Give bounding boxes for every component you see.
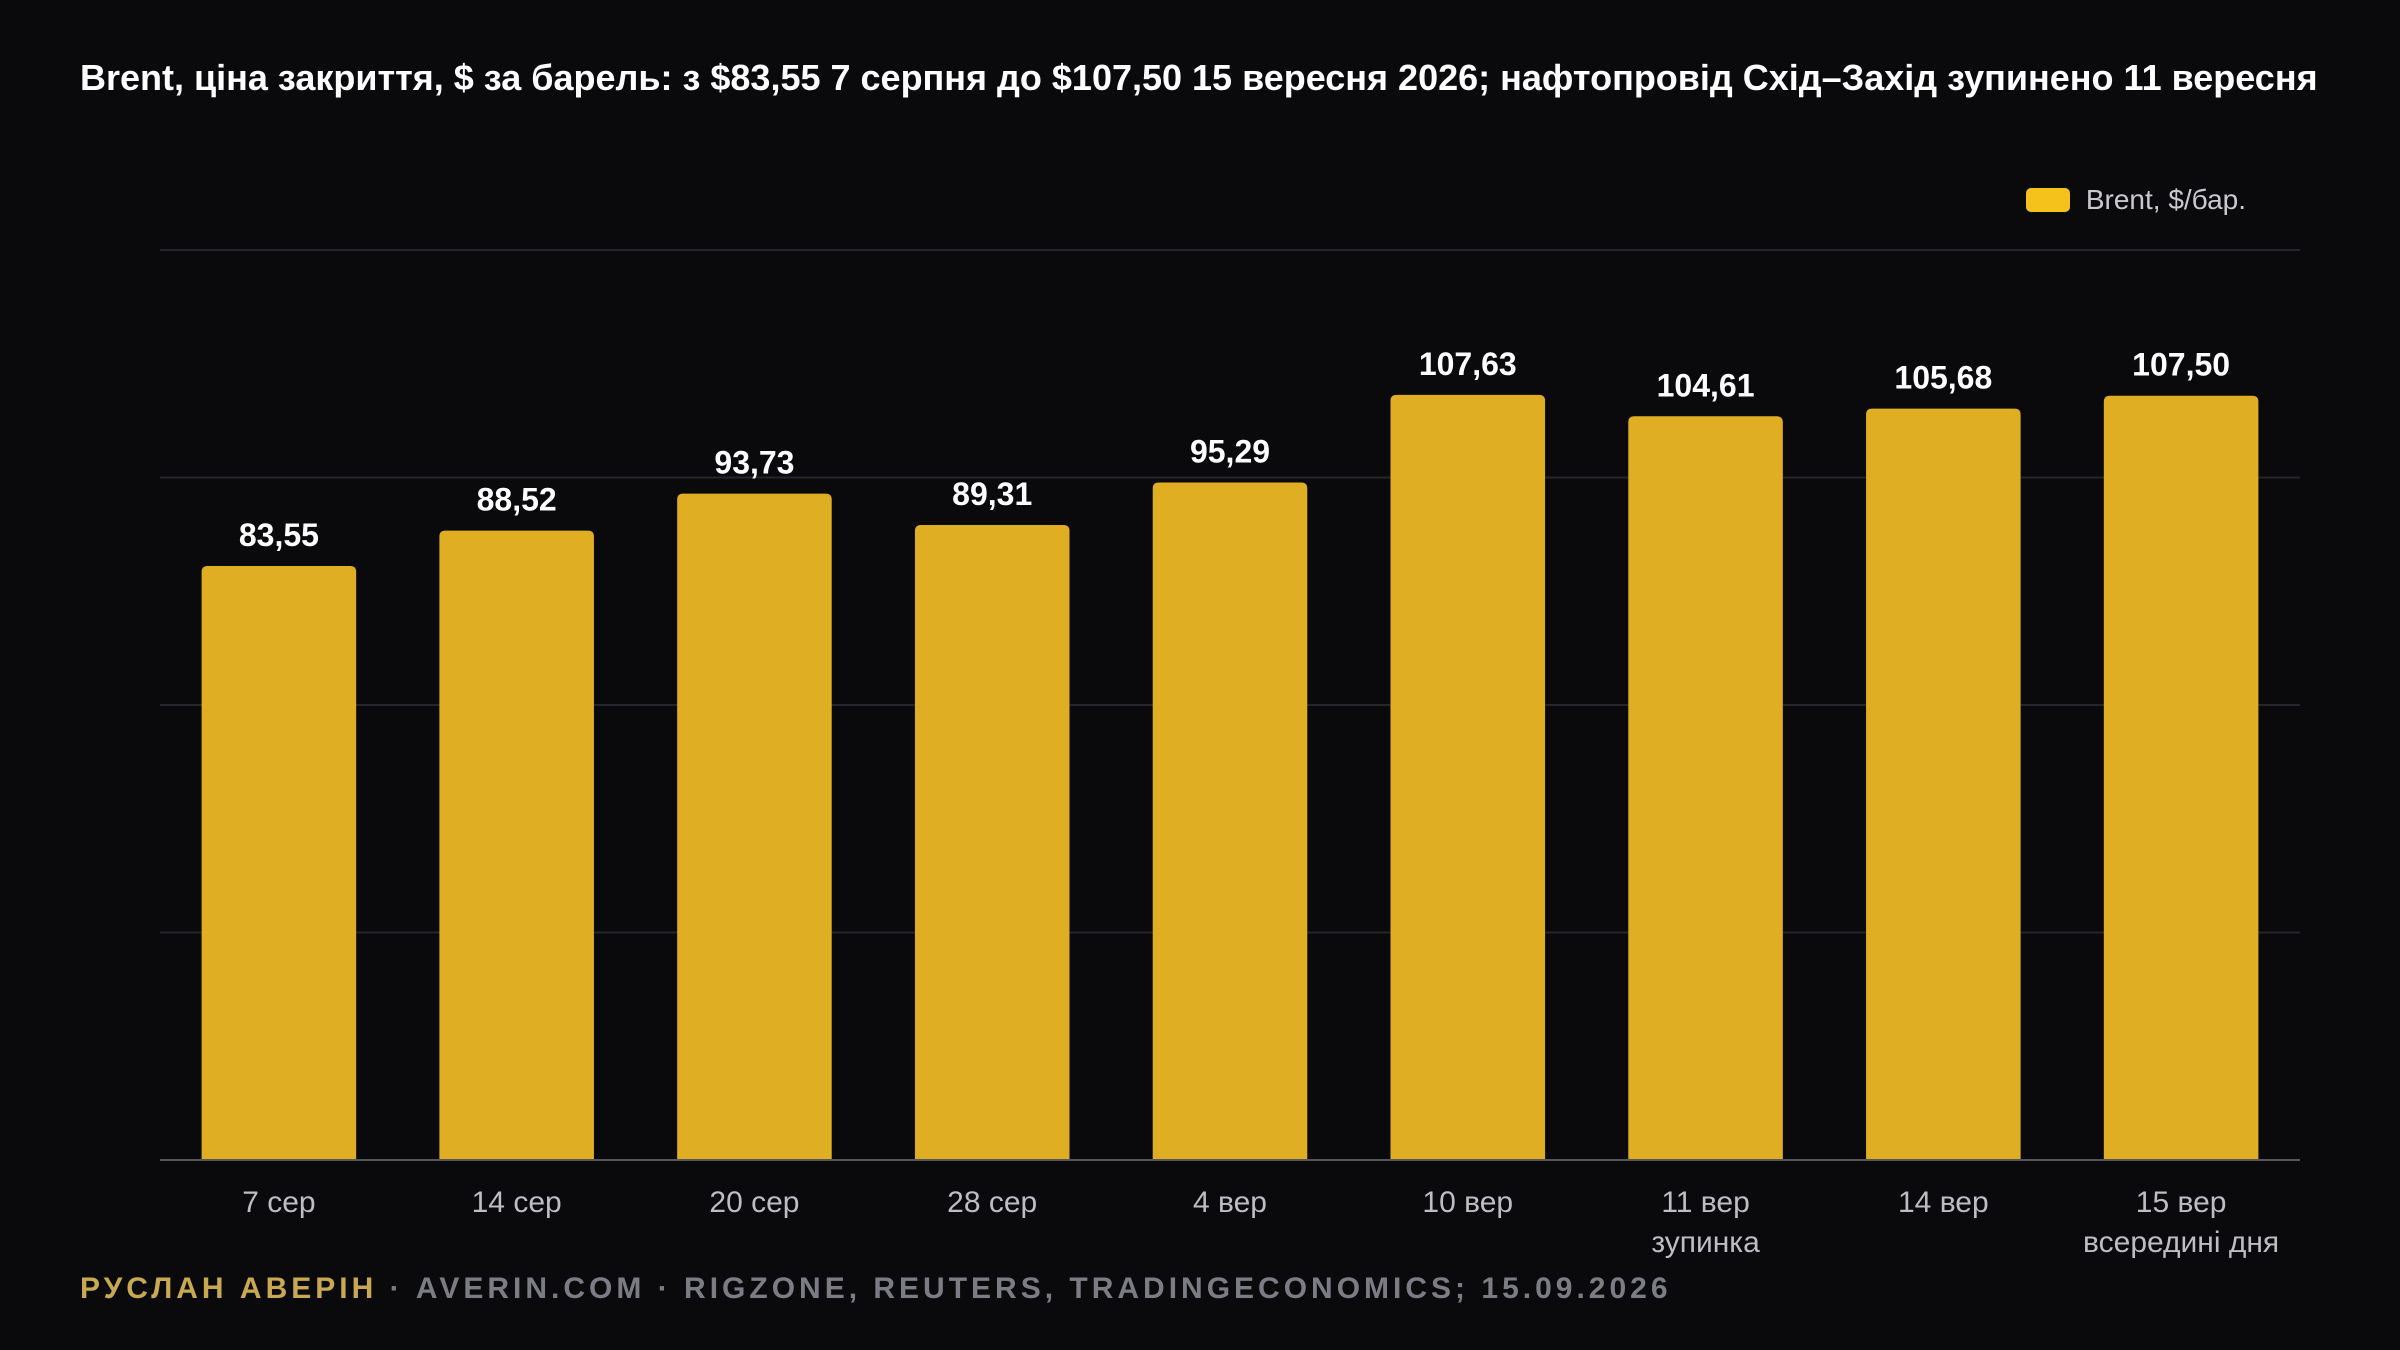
chart-legend: Brent, $/бар. xyxy=(2025,184,2246,216)
bar xyxy=(677,493,832,1160)
bar xyxy=(914,525,1070,1160)
legend-swatch xyxy=(2025,188,2070,212)
x-tick-label: 10 вер xyxy=(1422,1186,1513,1219)
x-tick-label: всередині дня xyxy=(2083,1226,2279,1259)
bar xyxy=(1628,416,1783,1160)
value-label: 89,31 xyxy=(952,476,1032,512)
x-tick-labels: 7 сер 14 сер 20 сер 28 сер 4 вер 10 вер 11 вер… xyxy=(242,1186,2279,1259)
value-label: 83,55 xyxy=(239,517,319,553)
value-label: 107,50 xyxy=(2132,347,2230,383)
x-tick-label: 4 вер xyxy=(1193,1186,1267,1219)
bar xyxy=(1866,408,2021,1160)
footer-credits: РУСЛАН АВЕРІН · AVERIN.COM · RIGZONE, RE… xyxy=(80,1272,1672,1306)
bar xyxy=(2103,395,2259,1160)
x-tick-label: 15 вер xyxy=(2136,1186,2227,1219)
value-label: 105,68 xyxy=(1894,360,1992,396)
x-tick-label: 11 вер xyxy=(1661,1186,1749,1219)
bars xyxy=(201,394,2259,1160)
bar xyxy=(201,566,357,1160)
value-label: 104,61 xyxy=(1657,367,1755,403)
chart-title: Brent, ціна закриття, $ за барель: з $83… xyxy=(80,57,2318,98)
bar xyxy=(1152,482,1308,1160)
footer-sources: · AVERIN.COM · RIGZONE, REUTERS, TRADING… xyxy=(377,1272,1672,1305)
value-label: 107,63 xyxy=(1419,346,1517,382)
footer-author: РУСЛАН АВЕРІН xyxy=(80,1272,378,1305)
value-labels: 83,55 88,52 93,73 89,31 95,29 107,63 104,61 105… xyxy=(239,346,2230,553)
x-tick-label: 28 сер xyxy=(947,1186,1037,1219)
bar xyxy=(1390,394,1546,1160)
x-tick-label: 20 сер xyxy=(709,1186,799,1219)
legend-label: Brent, $/бар. xyxy=(2085,184,2246,215)
bar xyxy=(439,530,594,1160)
value-label: 88,52 xyxy=(477,482,557,518)
value-label: 93,73 xyxy=(714,445,794,481)
x-tick-label: 14 вер xyxy=(1898,1186,1989,1219)
x-tick-label: зупинка xyxy=(1651,1226,1760,1259)
x-tick-label: 7 сер xyxy=(242,1186,315,1219)
x-tick-label: 14 сер xyxy=(472,1186,562,1219)
value-label: 95,29 xyxy=(1190,434,1270,470)
